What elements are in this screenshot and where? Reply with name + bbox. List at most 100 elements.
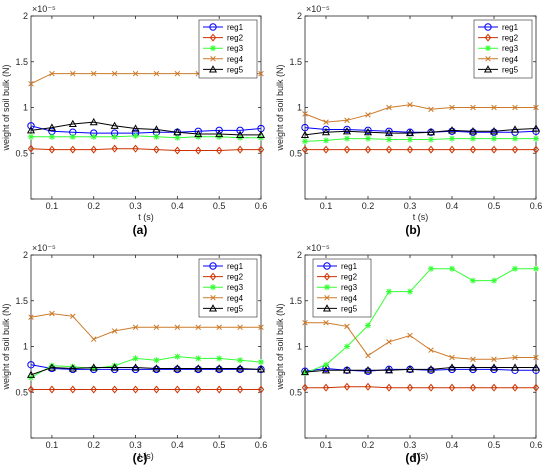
data-point-reg4 bbox=[111, 328, 118, 334]
data-point-reg5 bbox=[89, 117, 98, 126]
data-point-reg3 bbox=[344, 343, 350, 350]
chart-panel-1: 0.1 0.2 0.3 0.4 0.5 0.6 0.5 1 1.5 2 ×10⁻⁵ t (s) weig… bbox=[1, 4, 267, 237]
chart-panel-4: 0.1 0.2 0.3 0.4 0.5 0.6 0.5 1 1.5 2 ×10⁻⁵ t (s) weig… bbox=[275, 243, 542, 465]
data-point-reg3 bbox=[302, 370, 308, 377]
legend-marker-reg3 bbox=[485, 45, 491, 52]
series-line-reg4 bbox=[304, 104, 536, 123]
y-axis-label: weight of soil bulk (N) bbox=[275, 303, 285, 390]
y-tick-label: 0.5 bbox=[15, 387, 28, 397]
data-point-reg2 bbox=[27, 385, 35, 394]
data-point-reg2 bbox=[301, 145, 309, 154]
y-tick-label: 2 bbox=[23, 11, 28, 21]
data-point-reg4 bbox=[302, 111, 308, 117]
data-point-reg3 bbox=[69, 363, 76, 370]
data-point-reg2 bbox=[427, 145, 435, 154]
data-point-reg4 bbox=[344, 117, 350, 124]
panel-caption: (b) bbox=[405, 223, 420, 237]
x-tick-label: 0.4 bbox=[171, 440, 184, 450]
data-point-reg5 bbox=[110, 121, 119, 129]
legend-label-reg2: reg2 bbox=[227, 34, 244, 43]
data-point-reg2 bbox=[132, 144, 139, 153]
series-line-reg3 bbox=[30, 356, 262, 379]
series-reg2 bbox=[27, 144, 265, 155]
chart-panel-2: 0.1 0.2 0.3 0.4 0.5 0.6 0.5 1 1.5 2 ×10⁻⁵ t (s) weig… bbox=[275, 4, 542, 237]
data-point-reg2 bbox=[532, 145, 540, 154]
data-point-reg5 bbox=[510, 363, 520, 371]
data-point-reg2 bbox=[236, 145, 244, 154]
data-point-reg2 bbox=[322, 383, 330, 392]
data-point-reg5 bbox=[489, 363, 499, 371]
panel-caption: (a) bbox=[133, 223, 148, 237]
series-reg3 bbox=[302, 265, 539, 377]
data-point-reg5 bbox=[152, 364, 161, 372]
data-point-reg4 bbox=[533, 354, 539, 361]
data-point-reg3 bbox=[449, 265, 455, 272]
series-line-reg5 bbox=[304, 128, 537, 136]
data-point-reg3 bbox=[491, 277, 497, 284]
data-point-reg3 bbox=[491, 135, 497, 142]
data-point-reg3 bbox=[48, 362, 55, 369]
data-point-reg4 bbox=[365, 112, 371, 118]
data-point-reg5 bbox=[405, 365, 415, 373]
data-point-reg5 bbox=[26, 126, 36, 134]
data-point-reg5 bbox=[342, 366, 352, 374]
x-tick-label: 0.6 bbox=[255, 201, 268, 211]
data-point-reg5 bbox=[468, 127, 478, 135]
legend-marker-reg4 bbox=[324, 295, 330, 301]
data-point-reg5 bbox=[110, 363, 119, 371]
data-point-reg2 bbox=[174, 146, 181, 155]
series-line-reg4 bbox=[30, 313, 261, 340]
legend-marker-reg3 bbox=[210, 284, 216, 291]
data-point-reg2 bbox=[69, 145, 77, 154]
data-point-reg5 bbox=[131, 124, 140, 132]
legend-label-reg5: reg5 bbox=[227, 304, 244, 313]
chart-panel-3: 0.1 0.2 0.3 0.4 0.5 0.6 0.5 1 1.5 2 ×10⁻⁵ t (s) weig… bbox=[1, 243, 267, 465]
x-tick-label: 0.1 bbox=[46, 201, 59, 211]
data-point-reg2 bbox=[69, 385, 77, 394]
data-point-reg4 bbox=[449, 104, 455, 111]
data-point-reg3 bbox=[111, 133, 118, 140]
data-point-reg3 bbox=[512, 265, 518, 272]
x-axis-label: t (s) bbox=[413, 451, 429, 461]
data-point-reg3 bbox=[216, 355, 223, 362]
x-tick-label: 0.1 bbox=[46, 440, 59, 450]
y-tick-label: 1.5 bbox=[15, 296, 28, 306]
x-tick-label: 0.5 bbox=[488, 440, 501, 450]
data-point-reg3 bbox=[174, 353, 181, 360]
data-point-reg3 bbox=[407, 288, 413, 295]
data-point-reg5 bbox=[152, 125, 161, 133]
legend-marker-reg3 bbox=[324, 284, 330, 291]
data-point-reg3 bbox=[111, 362, 118, 369]
data-point-reg2 bbox=[48, 385, 56, 394]
data-point-reg4 bbox=[90, 70, 97, 77]
legend-label-reg3: reg3 bbox=[502, 44, 519, 53]
data-point-reg3 bbox=[90, 133, 97, 140]
x-axis-label: t (s) bbox=[413, 212, 429, 222]
data-point-reg2 bbox=[153, 145, 160, 154]
data-point-reg4 bbox=[237, 324, 243, 331]
series-reg3 bbox=[302, 135, 539, 145]
data-point-reg2 bbox=[195, 146, 202, 155]
data-point-reg4 bbox=[258, 324, 264, 331]
data-point-reg5 bbox=[194, 364, 203, 372]
series-reg5 bbox=[300, 363, 541, 376]
data-point-reg4 bbox=[153, 70, 160, 77]
data-point-reg5 bbox=[468, 363, 478, 371]
legend-marker-reg4 bbox=[485, 56, 491, 62]
data-point-reg2 bbox=[427, 383, 435, 392]
y-tick-label: 2 bbox=[297, 250, 302, 260]
data-point-reg4 bbox=[49, 310, 55, 317]
data-point-reg4 bbox=[407, 102, 413, 108]
data-point-reg5 bbox=[342, 127, 352, 135]
data-point-reg4 bbox=[386, 339, 392, 345]
series-reg5 bbox=[26, 117, 266, 139]
data-point-reg3 bbox=[323, 137, 329, 144]
x-tick-label: 0.5 bbox=[213, 440, 226, 450]
legend-label-reg4: reg4 bbox=[227, 294, 244, 303]
legend-marker-reg2 bbox=[484, 33, 492, 42]
y-tick-label: 0.5 bbox=[15, 148, 28, 158]
data-point-reg5 bbox=[426, 127, 436, 136]
series-line-reg5 bbox=[30, 121, 261, 136]
